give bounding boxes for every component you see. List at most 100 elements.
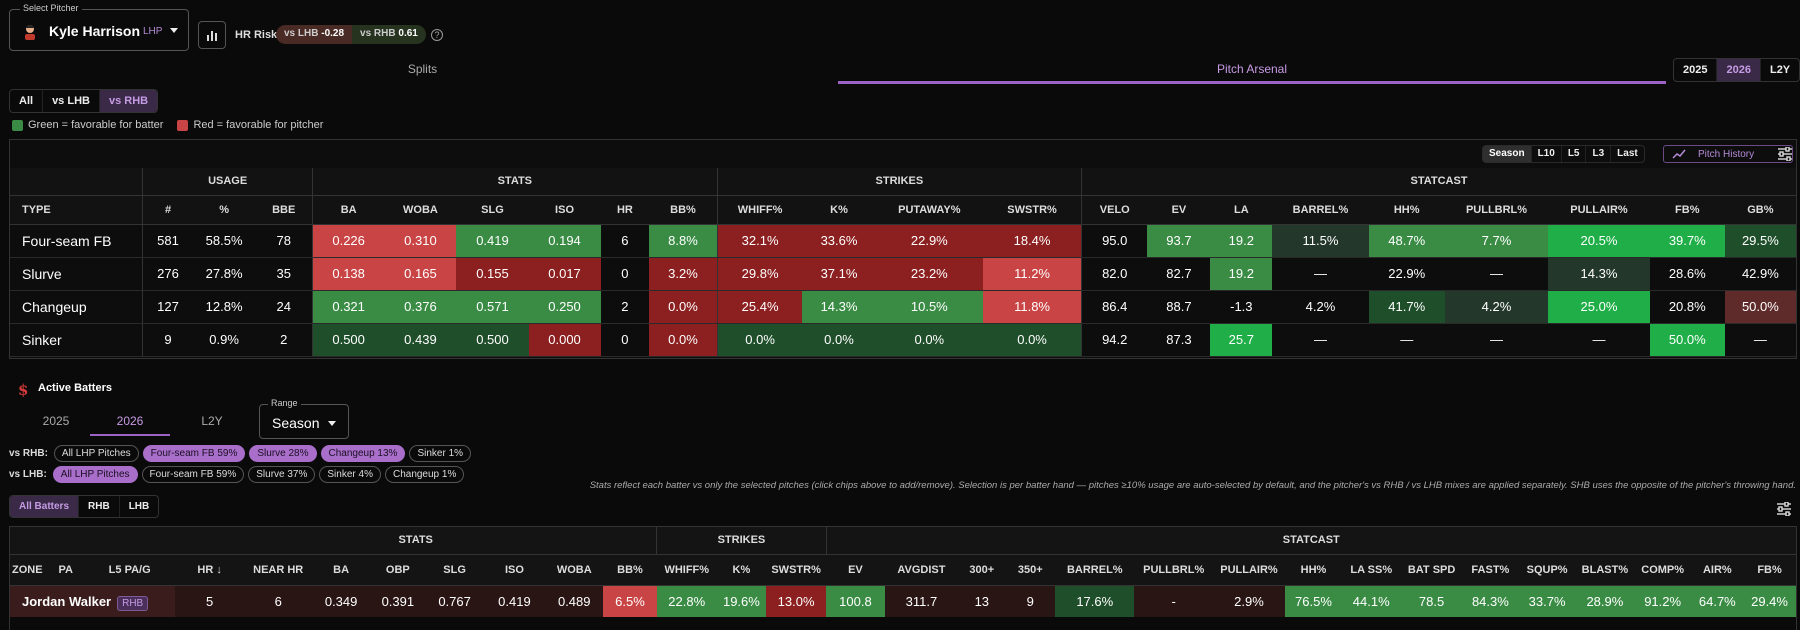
batter-col-avgdist[interactable]: AVGDIST — [884, 554, 959, 586]
batter-cell-350: 9 — [1005, 585, 1056, 617]
batter-col-fast[interactable]: FAST% — [1462, 554, 1519, 586]
help-icon[interactable]: ? — [431, 29, 443, 41]
batter-col-blast[interactable]: BLAST% — [1576, 554, 1634, 586]
pitcher-hand: LHP — [143, 26, 163, 37]
batter-col-slg[interactable]: SLG — [425, 554, 484, 586]
batter-name-cell[interactable]: Jordan Walker RHB — [10, 585, 176, 617]
chip-rhb-all[interactable]: All LHP Pitches — [53, 445, 139, 462]
batter-col-air[interactable]: AIR% — [1691, 554, 1744, 586]
batter-col-iso[interactable]: ISO — [483, 554, 546, 586]
chip-lhb-fourseam[interactable]: Four-seam FB 59% — [141, 466, 245, 483]
pitch-history-button[interactable]: Pitch History — [1663, 145, 1793, 163]
chip-lhb-all[interactable]: All LHP Pitches — [52, 466, 138, 483]
range-l10[interactable]: L10 — [1532, 146, 1562, 162]
split-vs-rhb[interactable]: vs RHB — [99, 90, 158, 112]
arsenal-row-changeup[interactable]: Changeup 127 12.8% 24 0.321 0.376 0.571 0.250 2 0… — [10, 290, 1796, 324]
arsenal-row-four-seam-fb[interactable]: Four-seam FB 581 58.5% 78 0.226 0.310 0.419 0.1… — [10, 224, 1796, 258]
batter-col-barrel[interactable]: BARREL% — [1055, 554, 1135, 586]
year-2025[interactable]: 2025 — [1674, 59, 1718, 81]
col-pullair[interactable]: PULLAIR% — [1548, 195, 1650, 225]
chip-lhb-changeup[interactable]: Changeup 1% — [384, 466, 465, 483]
tab-pitch-arsenal[interactable]: Pitch Arsenal — [838, 58, 1666, 84]
arsenal-row-slurve[interactable]: Slurve 276 27.8% 35 0.138 0.165 0.155 0.017 0 3.2… — [10, 257, 1796, 291]
batters-year-2026[interactable]: 2026 — [90, 408, 170, 436]
split-vs-lhb[interactable]: vs LHB — [43, 90, 100, 112]
batter-filter-lhb[interactable]: LHB — [128, 501, 150, 512]
col-la[interactable]: LA — [1210, 195, 1273, 225]
pitcher-select[interactable]: Select Pitcher Kyle Harrison LHP — [9, 3, 189, 51]
chip-lhb-sinker[interactable]: Sinker 4% — [319, 466, 381, 483]
batter-col-squp[interactable]: SQUP% — [1518, 554, 1576, 586]
col-hr[interactable]: HR — [600, 195, 650, 225]
batters-year-l2y[interactable]: L2Y — [178, 408, 246, 436]
batter-col-fb[interactable]: FB% — [1743, 554, 1796, 586]
split-all[interactable]: All — [10, 90, 44, 112]
range-last[interactable]: Last — [1617, 148, 1638, 159]
batter-col-ev[interactable]: EV — [826, 554, 885, 586]
batter-col-bat-spd[interactable]: BAT SPD — [1400, 554, 1463, 586]
batter-col-near-hr[interactable]: NEAR HR — [244, 554, 313, 586]
col-woba[interactable]: WOBA — [384, 195, 457, 225]
batter-col-obp[interactable]: OBP — [370, 554, 426, 586]
cell-bb: 8.8% — [649, 224, 718, 258]
col-hh[interactable]: HH% — [1368, 195, 1445, 225]
batter-col-woba[interactable]: WOBA — [545, 554, 604, 586]
batter-col-ba[interactable]: BA — [312, 554, 370, 586]
batter-filter-rhb[interactable]: RHB — [79, 496, 120, 517]
col-ba[interactable]: BA — [312, 195, 385, 225]
batters-settings-icon[interactable] — [1776, 501, 1792, 517]
col-barrel[interactable]: BARREL% — [1272, 195, 1369, 225]
range-season[interactable]: Season — [1483, 146, 1532, 162]
col-pullbrl[interactable]: PULLBRL% — [1444, 195, 1549, 225]
col-type[interactable]: TYPE — [10, 195, 144, 225]
batter-col-k[interactable]: K% — [716, 554, 767, 586]
chip-rhb-slurve[interactable]: Slurve 28% — [249, 445, 317, 462]
col-k[interactable]: K% — [802, 195, 876, 225]
batter-col-pa[interactable]: PA — [47, 554, 85, 586]
tab-splits[interactable]: Splits — [10, 58, 835, 84]
chip-rhb-sinker[interactable]: Sinker 1% — [409, 445, 472, 462]
settings-sliders-icon[interactable] — [1777, 146, 1793, 162]
col-gb[interactable]: GB% — [1724, 195, 1796, 225]
batter-col-l5-pa-g[interactable]: L5 PA/G — [84, 554, 176, 586]
batter-col-pullair[interactable]: PULLAIR% — [1212, 554, 1286, 586]
col-bbe[interactable]: BBE — [255, 195, 313, 225]
col-swstr[interactable]: SWSTR% — [983, 195, 1083, 225]
batter-filter-all[interactable]: All Batters — [10, 496, 80, 517]
batter-col-pullbrl[interactable]: PULLBRL% — [1134, 554, 1213, 586]
col-ev[interactable]: EV — [1147, 195, 1211, 225]
col-col[interactable]: % — [192, 195, 256, 225]
col-iso[interactable]: ISO — [528, 195, 601, 225]
range-l5[interactable]: L5 — [1562, 146, 1587, 162]
col-fb[interactable]: FB% — [1649, 195, 1725, 225]
batter-col-whiff[interactable]: WHIFF% — [656, 554, 717, 586]
arsenal-row-sinker[interactable]: Sinker 9 0.9% 2 0.500 0.439 0.500 0.000 0 0.0% 0.0… — [10, 323, 1796, 357]
legend-green-swatch — [12, 119, 23, 131]
batter-col-bb[interactable]: BB% — [603, 554, 657, 586]
range-l3[interactable]: L3 — [1586, 146, 1612, 162]
chip-lhb-slurve[interactable]: Slurve 37% — [248, 466, 316, 483]
batter-cell-fb: 29.4% — [1743, 585, 1796, 617]
batter-col-300[interactable]: 300+ — [958, 554, 1006, 586]
batter-col-la-ss[interactable]: LA SS% — [1341, 554, 1401, 586]
col-whiff[interactable]: WHIFF% — [717, 195, 803, 225]
chip-rhb-fourseam[interactable]: Four-seam FB 59% — [142, 445, 246, 462]
col-velo[interactable]: VELO — [1081, 195, 1148, 225]
batters-year-2025[interactable]: 2025 — [22, 408, 90, 436]
batter-col-hr[interactable]: HR ↓ — [175, 554, 245, 586]
year-l2y[interactable]: L2Y — [1769, 64, 1791, 76]
col-bb[interactable]: BB% — [649, 195, 718, 225]
range-select[interactable]: Range Season — [259, 398, 349, 439]
table-row[interactable]: Jordan Walker RHB 5 6 0.349 0.391 0.767 0.419 0.… — [10, 585, 1796, 617]
col-col[interactable]: # — [142, 195, 193, 225]
batter-col-hh[interactable]: HH% — [1285, 554, 1342, 586]
col-slg[interactable]: SLG — [456, 195, 529, 225]
batter-col-350[interactable]: 350+ — [1005, 554, 1056, 586]
batter-col-comp[interactable]: COMP% — [1633, 554, 1692, 586]
year-2026[interactable]: 2026 — [1717, 59, 1761, 81]
chip-rhb-changeup[interactable]: Changeup 13% — [320, 445, 406, 462]
batter-col-swstr[interactable]: SWSTR% — [766, 554, 827, 586]
batter-col-zone[interactable]: ZONE — [10, 554, 48, 586]
chart-button[interactable] — [198, 21, 226, 49]
col-putaway[interactable]: PUTAWAY% — [875, 195, 984, 225]
